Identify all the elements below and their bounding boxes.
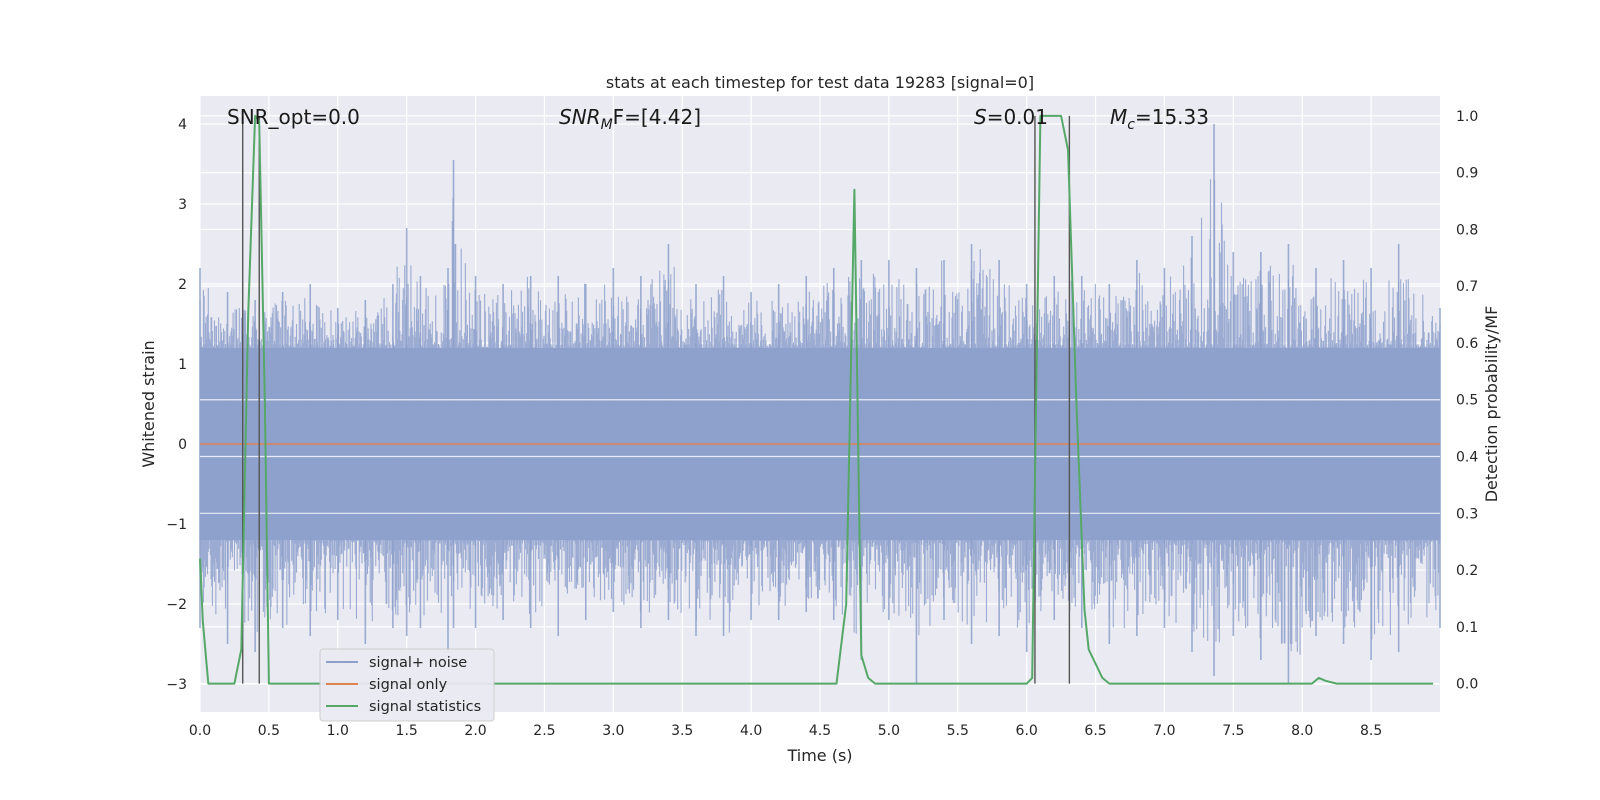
x-tick-label: 6.0 [1016, 723, 1038, 739]
y-tick-left-label: 3 [178, 197, 187, 213]
y-tick-right-label: 0.8 [1456, 222, 1478, 238]
x-axis-label: Time (s) [786, 746, 852, 765]
x-tick-label: 5.0 [878, 723, 900, 739]
y-tick-left-label: −1 [166, 517, 187, 533]
annotation-mc-sub: c [1127, 117, 1135, 133]
chart-title: stats at each timestep for test data 192… [606, 73, 1034, 92]
series-signal-statistics [199, 114, 1434, 685]
legend-label-signal-plus-noise: signal+ noise [369, 655, 467, 671]
x-axis-ticks: 0.0 0.5 1.0 1.5 2.0 2.5 3.0 3.5 4.0 4.5 5.0 5.5 6.0 6… [189, 723, 1382, 739]
x-tick-label: 3.5 [671, 723, 693, 739]
annotation-mc-main: M [1110, 105, 1127, 129]
x-tick-label: 7.0 [1153, 723, 1175, 739]
legend-box [319, 648, 495, 722]
y-tick-left-label: 4 [178, 117, 187, 133]
y-tick-right-label: 0.7 [1456, 279, 1478, 295]
y-axis-left-ticks: 4 3 2 1 0 −1 −2 −3 [166, 117, 187, 693]
x-tick-label: 1.5 [396, 723, 418, 739]
x-tick-label: 8.0 [1291, 723, 1313, 739]
y-tick-right-label: 0.5 [1456, 393, 1478, 409]
annotation-snr-opt: SNR_opt=0.0 [227, 105, 360, 129]
annotation-snr-mf: SNRMF=[4.42] [559, 105, 701, 133]
x-tick-label: 5.5 [947, 723, 969, 739]
annotation-snr-mf-sub: M [601, 117, 613, 133]
annotation-mc-tail: =15.33 [1135, 105, 1209, 129]
y-tick-right-label: 1.0 [1456, 109, 1478, 125]
y-tick-right-label: 0.4 [1456, 450, 1478, 466]
signal-statistics-line [199, 114, 1434, 685]
y-tick-right-label: 0.2 [1456, 563, 1478, 579]
y-tick-left-label: −2 [166, 597, 187, 613]
y-tick-right-label: 0.9 [1456, 166, 1478, 182]
annotation-snr-mf-main: SNR [559, 105, 601, 129]
y-tick-left-label: 1 [178, 357, 187, 373]
x-tick-label: 0.0 [189, 723, 211, 739]
y-tick-right-label: 0.6 [1456, 336, 1478, 352]
y-axis-left-label: Whitened strain [139, 340, 158, 467]
y-tick-right-label: 0.0 [1456, 677, 1478, 693]
y-tick-left-label: −3 [166, 677, 187, 693]
x-tick-label: 1.0 [327, 723, 349, 739]
annotation-s-tail: =0.01 [987, 105, 1048, 129]
annotation-s-main: S [974, 105, 987, 129]
legend-label-signal-statistics: signal statistics [369, 699, 481, 715]
x-tick-label: 6.5 [1084, 723, 1106, 739]
legend: signal+ noise signal only signal statist… [319, 648, 495, 722]
y-tick-right-label: 0.3 [1456, 506, 1478, 522]
annotation-s: S=0.01 [974, 105, 1048, 129]
y-axis-right-ticks: 1.0 0.9 0.8 0.7 0.6 0.5 0.4 0.3 0.2 0.1 0.0 [1456, 109, 1478, 693]
x-tick-label: 0.5 [258, 723, 280, 739]
x-tick-label: 2.5 [533, 723, 555, 739]
y-tick-right-label: 0.1 [1456, 620, 1478, 636]
legend-label-signal-only: signal only [369, 677, 448, 693]
y-tick-left-label: 2 [178, 277, 187, 293]
x-tick-label: 2.0 [464, 723, 486, 739]
y-axis-right-label: Detection probability/MF [1482, 306, 1501, 503]
x-tick-label: 3.0 [602, 723, 624, 739]
x-tick-label: 4.5 [809, 723, 831, 739]
x-tick-label: 8.5 [1360, 723, 1382, 739]
annotation-mc: Mc=15.33 [1110, 105, 1209, 133]
x-tick-label: 7.5 [1222, 723, 1244, 739]
x-tick-label: 4.0 [740, 723, 762, 739]
y-tick-left-label: 0 [178, 437, 187, 453]
annotation-snr-mf-tail: F=[4.42] [613, 105, 701, 129]
